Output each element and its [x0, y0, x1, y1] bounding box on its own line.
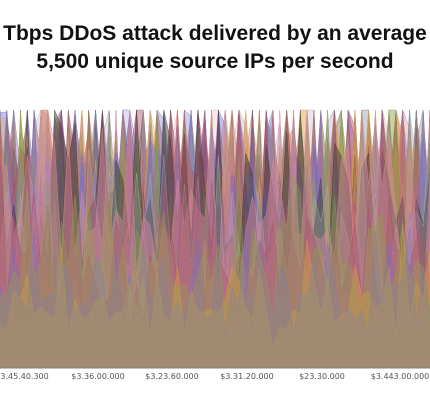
- chart-title: Tbps DDoS attack delivered by an average…: [0, 0, 430, 80]
- x-tick-label: $23.30.000: [299, 372, 345, 381]
- x-tick-label: $3.443.00.000: [371, 372, 430, 381]
- x-axis: $3.45.40.300 $3.36.00.000 $3.23.60.000 $3.3…: [0, 367, 430, 381]
- series-layer: [0, 109, 430, 369]
- series-area: [0, 156, 430, 369]
- x-tick-label: $3.23.60.000: [145, 372, 198, 381]
- series-area: [0, 223, 430, 369]
- x-tick-label: $3.31.20.000: [220, 372, 273, 381]
- chart-title-line1: Tbps DDoS attack delivered by an average: [3, 22, 427, 45]
- chart-title-line2: 5,500 unique source IPs per second: [36, 50, 394, 73]
- series-area: [0, 200, 430, 369]
- series-area: [0, 229, 430, 369]
- series-area: [0, 224, 430, 369]
- series-area: [0, 233, 430, 369]
- x-tick-label: $3.45.40.300: [0, 372, 49, 381]
- x-tick-label: $3.36.00.000: [71, 372, 124, 381]
- plot-area: $3.45.40.300 $3.36.00.000 $3.23.60.000 $3.3…: [0, 109, 430, 381]
